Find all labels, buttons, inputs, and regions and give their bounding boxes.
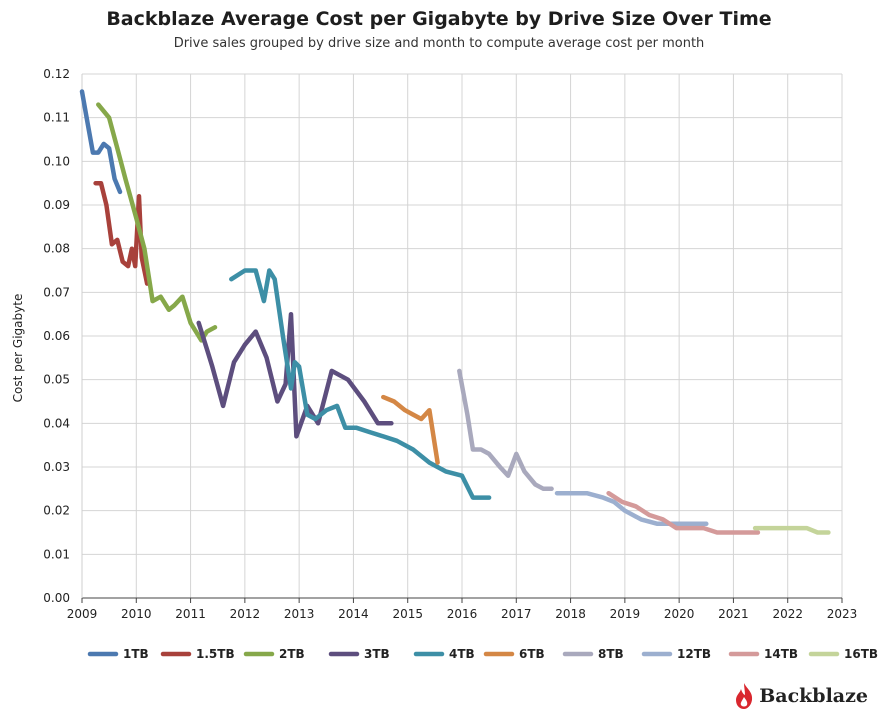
x-tick-label: 2016 [447,607,478,621]
series-line-6tb [381,394,440,465]
x-tick-label: 2010 [121,607,152,621]
x-tick-label: 2012 [230,607,261,621]
chart-title: Backblaze Average Cost per Gigabyte by D… [106,8,772,30]
y-tick-label: 0.11 [43,111,70,125]
series-line-16tb [752,525,831,535]
series-line-1-5tb [93,180,150,286]
x-tick-label: 2011 [175,607,206,621]
y-axis-label: Cost per Gigabyte [11,294,25,403]
y-tick-label: 0.06 [43,329,70,343]
x-tick-label: 2023 [827,607,858,621]
series-line-1tb [79,89,123,195]
x-tick-label: 2009 [67,607,98,621]
legend: 1TB 1.5TB 2TB 3TB 4TB 6TB 8TB 12TB 14TB 16TB [87,647,878,661]
x-tick-label: 2022 [772,607,803,621]
x-tick-label: 2018 [555,607,586,621]
axes: 0.00 0.01 0.02 0.03 0.04 0.05 0.06 0.07 0.08 0.09… [43,67,857,621]
grid [81,73,843,599]
legend-label-8tb: 8TB [598,647,624,661]
y-tick-label: 0.02 [43,504,70,518]
y-tick-label: 0.04 [43,416,70,430]
y-tick-label: 0.10 [43,154,70,168]
flame-logo-icon [736,683,753,709]
legend-label-16tb: 16TB [844,647,878,661]
chart-subtitle: Drive sales grouped by drive size and mo… [173,36,705,51]
brand-name: Backblaze [759,685,868,707]
y-tick-label: 0.01 [43,547,70,561]
y-tick-label: 0.00 [43,591,70,605]
series-line-4tb [229,268,492,500]
x-tick-label: 2019 [610,607,641,621]
x-tick-label: 2020 [664,607,695,621]
y-tick-label: 0.08 [43,242,70,256]
x-tick-label: 2021 [718,607,749,621]
y-tick-label: 0.12 [43,67,70,81]
x-tick-label: 2014 [338,607,369,621]
y-tick-label: 0.03 [43,460,70,474]
legend-label-4tb: 4TB [449,647,475,661]
series-line-14tb [606,490,761,535]
legend-label-6tb: 6TB [519,647,545,661]
series-line-12tb [554,490,709,527]
x-tick-label: 2015 [392,607,423,621]
y-tick-label: 0.09 [43,198,70,212]
series-lines [79,89,831,535]
legend-label-12tb: 12TB [677,647,711,661]
y-tick-label: 0.05 [43,373,70,387]
brand-logo: Backblaze [733,682,868,710]
legend-label-2tb: 2TB [279,647,305,661]
legend-label-3tb: 3TB [364,647,390,661]
y-tick-label: 0.07 [43,285,70,299]
x-tick-label: 2013 [284,607,315,621]
legend-label-1tb: 1TB [123,647,149,661]
legend-label-14tb: 14TB [764,647,798,661]
series-line-2tb [96,102,218,343]
series-line-3tb [196,311,394,439]
legend-label-1-5tb: 1.5TB [196,647,235,661]
series-line-8tb [457,368,554,492]
x-tick-label: 2017 [501,607,532,621]
